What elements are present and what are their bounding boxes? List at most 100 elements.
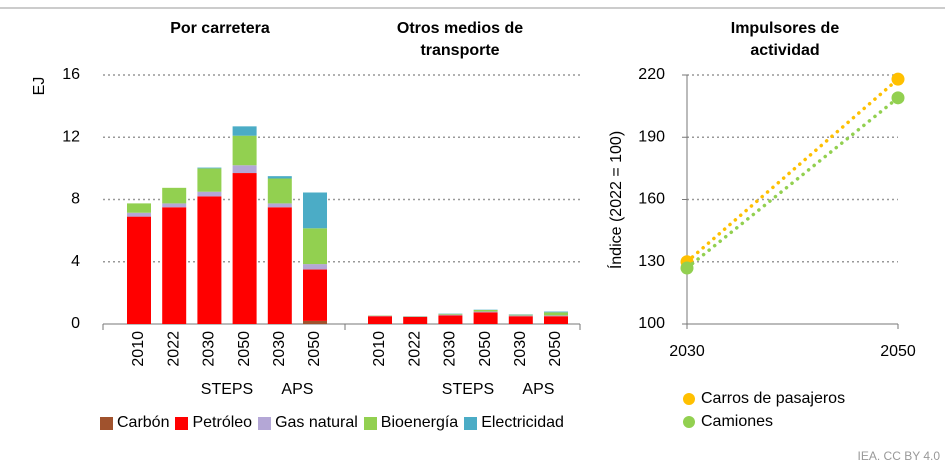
- bar-segment: [303, 192, 327, 229]
- legend-item: Electricidad: [464, 414, 564, 432]
- x-tick-label: 2050: [306, 331, 323, 367]
- series-marker: [891, 91, 905, 105]
- bar-segment: [508, 314, 533, 316]
- x-tick-label: 2030: [669, 343, 705, 360]
- y-axis-label: EJ: [31, 77, 48, 96]
- y-tick-label: 100: [638, 315, 665, 332]
- legend-label: Petróleo: [192, 414, 253, 431]
- bar-segment: [162, 207, 187, 324]
- y-axis-label: Índice (2022 = 100): [606, 131, 625, 269]
- panel-title: Otros medios de transporte: [396, 20, 524, 59]
- legend-marker: [683, 416, 695, 428]
- legend-swatch: [258, 416, 272, 430]
- y-tick-label: 220: [638, 66, 665, 83]
- legend-item: Bioenergía: [363, 414, 459, 432]
- x-tick-label: 2050: [236, 331, 253, 367]
- series-line: [685, 77, 900, 264]
- bar-segment: [267, 176, 292, 179]
- bar-segment: [197, 167, 222, 169]
- bar-segment: [162, 187, 187, 204]
- x-tick-label: 2030: [201, 331, 218, 367]
- legend-label: Bioenergía: [380, 414, 459, 431]
- bar-segment: [127, 216, 151, 324]
- x-tick-label: 2050: [477, 331, 494, 367]
- bar-segment: [438, 315, 463, 324]
- bar-segment: [508, 315, 533, 317]
- x-tick-label: 2050: [880, 343, 916, 360]
- legend-marker: [683, 393, 695, 405]
- y-tick-label: 12: [62, 128, 80, 145]
- legend-swatch: [363, 416, 377, 430]
- series-marker: [680, 261, 694, 275]
- bar-segment: [197, 168, 222, 192]
- x-tick-label: 2050: [547, 331, 564, 367]
- legend-label: Electricidad: [481, 414, 564, 431]
- bar-segment: [197, 191, 222, 197]
- bar-segment: [197, 196, 222, 324]
- footer: IEA. CC BY 4.0: [858, 449, 941, 463]
- y-tick-label: 0: [71, 315, 80, 332]
- bar-segment: [303, 228, 327, 265]
- x-tick-label: 2030: [512, 331, 529, 367]
- bar-segment: [544, 311, 568, 313]
- bar-segment: [303, 269, 327, 321]
- y-tick-label: 160: [638, 191, 665, 208]
- bar-segment: [473, 311, 498, 313]
- series-marker: [891, 72, 905, 86]
- y-tick-label: 4: [71, 253, 80, 270]
- bar-segment: [508, 316, 533, 324]
- legend-label: Carros de pasajeros: [701, 390, 846, 407]
- bar-segment: [127, 203, 151, 213]
- legend-label: Camiones: [701, 413, 774, 430]
- bar-segment: [544, 315, 568, 317]
- bar-segment: [544, 316, 568, 324]
- scenario-label: STEPS: [201, 381, 253, 398]
- bar-segment: [267, 178, 292, 204]
- x-tick-label: 2022: [165, 331, 182, 367]
- y-tick-label: 8: [71, 191, 80, 208]
- x-tick-label: 2030: [271, 331, 288, 367]
- y-tick-label: 190: [638, 128, 665, 145]
- bar-segment: [438, 313, 463, 315]
- legend-label: Gas natural: [275, 414, 358, 431]
- legend-label: Carbón: [117, 414, 170, 431]
- bar-segment: [162, 203, 187, 208]
- y-tick-label: 16: [62, 66, 80, 83]
- y-tick-label: 130: [638, 253, 665, 270]
- bar-segment: [303, 320, 327, 324]
- bar-segment: [473, 312, 498, 324]
- legend-item: Carbón: [100, 414, 169, 432]
- scenario-label: APS: [522, 381, 554, 398]
- panel-title: Por carretera: [170, 20, 270, 37]
- series-line: [685, 96, 900, 270]
- legend: Carbón Petróleo Gas natural Bioenergía Elect…: [100, 414, 570, 432]
- legend-swatch: [100, 416, 113, 430]
- legend-item: Petróleo: [175, 414, 252, 432]
- legend-swatch: [464, 416, 478, 430]
- x-tick-label: 2030: [442, 331, 459, 367]
- chart-title: Impulsores de actividad: [730, 20, 840, 59]
- x-tick-label: 2010: [371, 331, 388, 367]
- x-tick-label: 2010: [130, 331, 147, 367]
- scenario-label: STEPS: [442, 381, 494, 398]
- legend-item: Carros de pasajeros: [683, 390, 845, 408]
- bar-segment: [544, 312, 568, 316]
- bar-segment: [438, 314, 463, 316]
- bar-segment: [368, 316, 392, 324]
- bar-segment: [403, 316, 428, 324]
- x-tick-label: 2022: [406, 331, 423, 367]
- bar-segment: [267, 207, 292, 324]
- bar-segment: [232, 126, 257, 136]
- bar-segment: [303, 264, 327, 270]
- bar-segment: [473, 309, 498, 312]
- legend-item: Camiones: [683, 413, 845, 431]
- bar-segment: [127, 212, 151, 217]
- bar-segment: [232, 165, 257, 174]
- bar-segment: [232, 135, 257, 166]
- legend: Carros de pasajeros Camiones: [683, 390, 845, 436]
- bar-segment: [267, 203, 292, 208]
- bar-segment: [232, 173, 257, 324]
- legend-swatch: [175, 416, 189, 430]
